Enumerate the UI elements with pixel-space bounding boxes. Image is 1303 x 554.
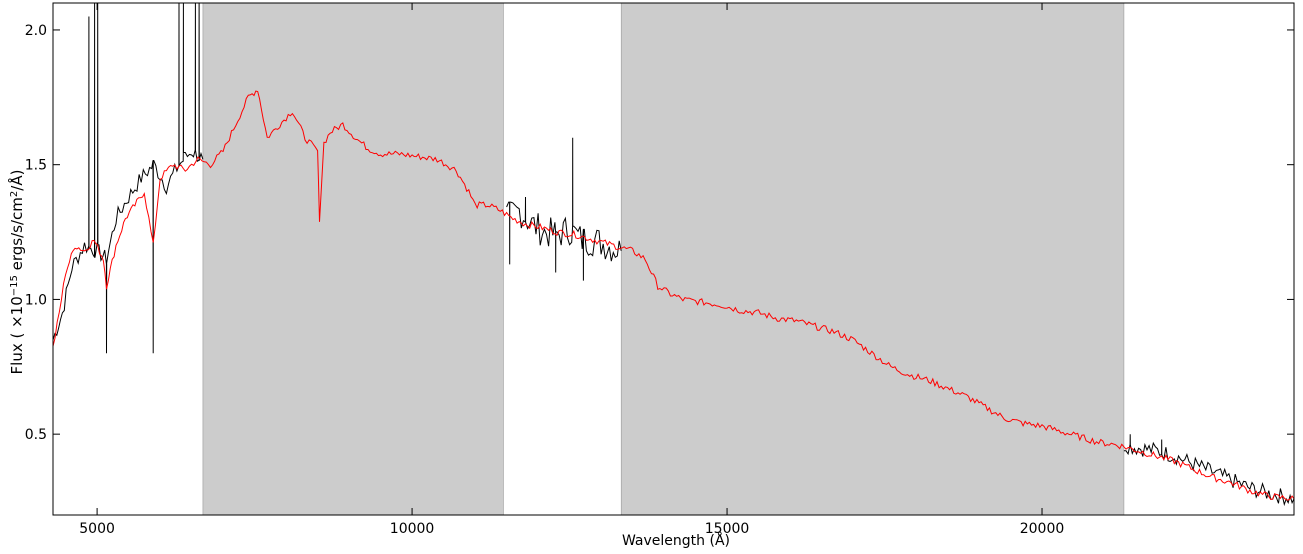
y-axis-label: Flux ( ×10−15 ergs/s/cm2/Å) [7, 170, 26, 375]
x-axis-label: Wavelength (Å) [622, 532, 730, 549]
observed-spectrum-segment-2 [506, 137, 622, 281]
series-layer [52, 2, 1295, 507]
y-tick-label: 2.0 [25, 23, 47, 39]
x-tick-label: 20000 [1020, 521, 1065, 537]
model-spectrum-line [52, 90, 1295, 501]
y-tick-label: 1.0 [25, 292, 47, 308]
shaded-regions [202, 2, 1125, 516]
y-tick-label: 1.5 [25, 158, 47, 174]
shaded-region-2 [620, 2, 1125, 516]
y-tick-label: 0.5 [25, 427, 47, 443]
tick-layer: 5000 10000 15000 20000 0.5 1.0 1.5 2.0 [25, 3, 1294, 537]
x-tick-label: 15000 [705, 521, 750, 537]
observed-spectrum-segment-1 [52, 2, 204, 354]
observed-spectrum-segment-3 [1123, 434, 1295, 507]
x-tick-label: 10000 [390, 521, 435, 537]
plot-frame [52, 2, 1295, 516]
x-tick-label: 5000 [79, 521, 115, 537]
shaded-region-1 [202, 2, 504, 516]
